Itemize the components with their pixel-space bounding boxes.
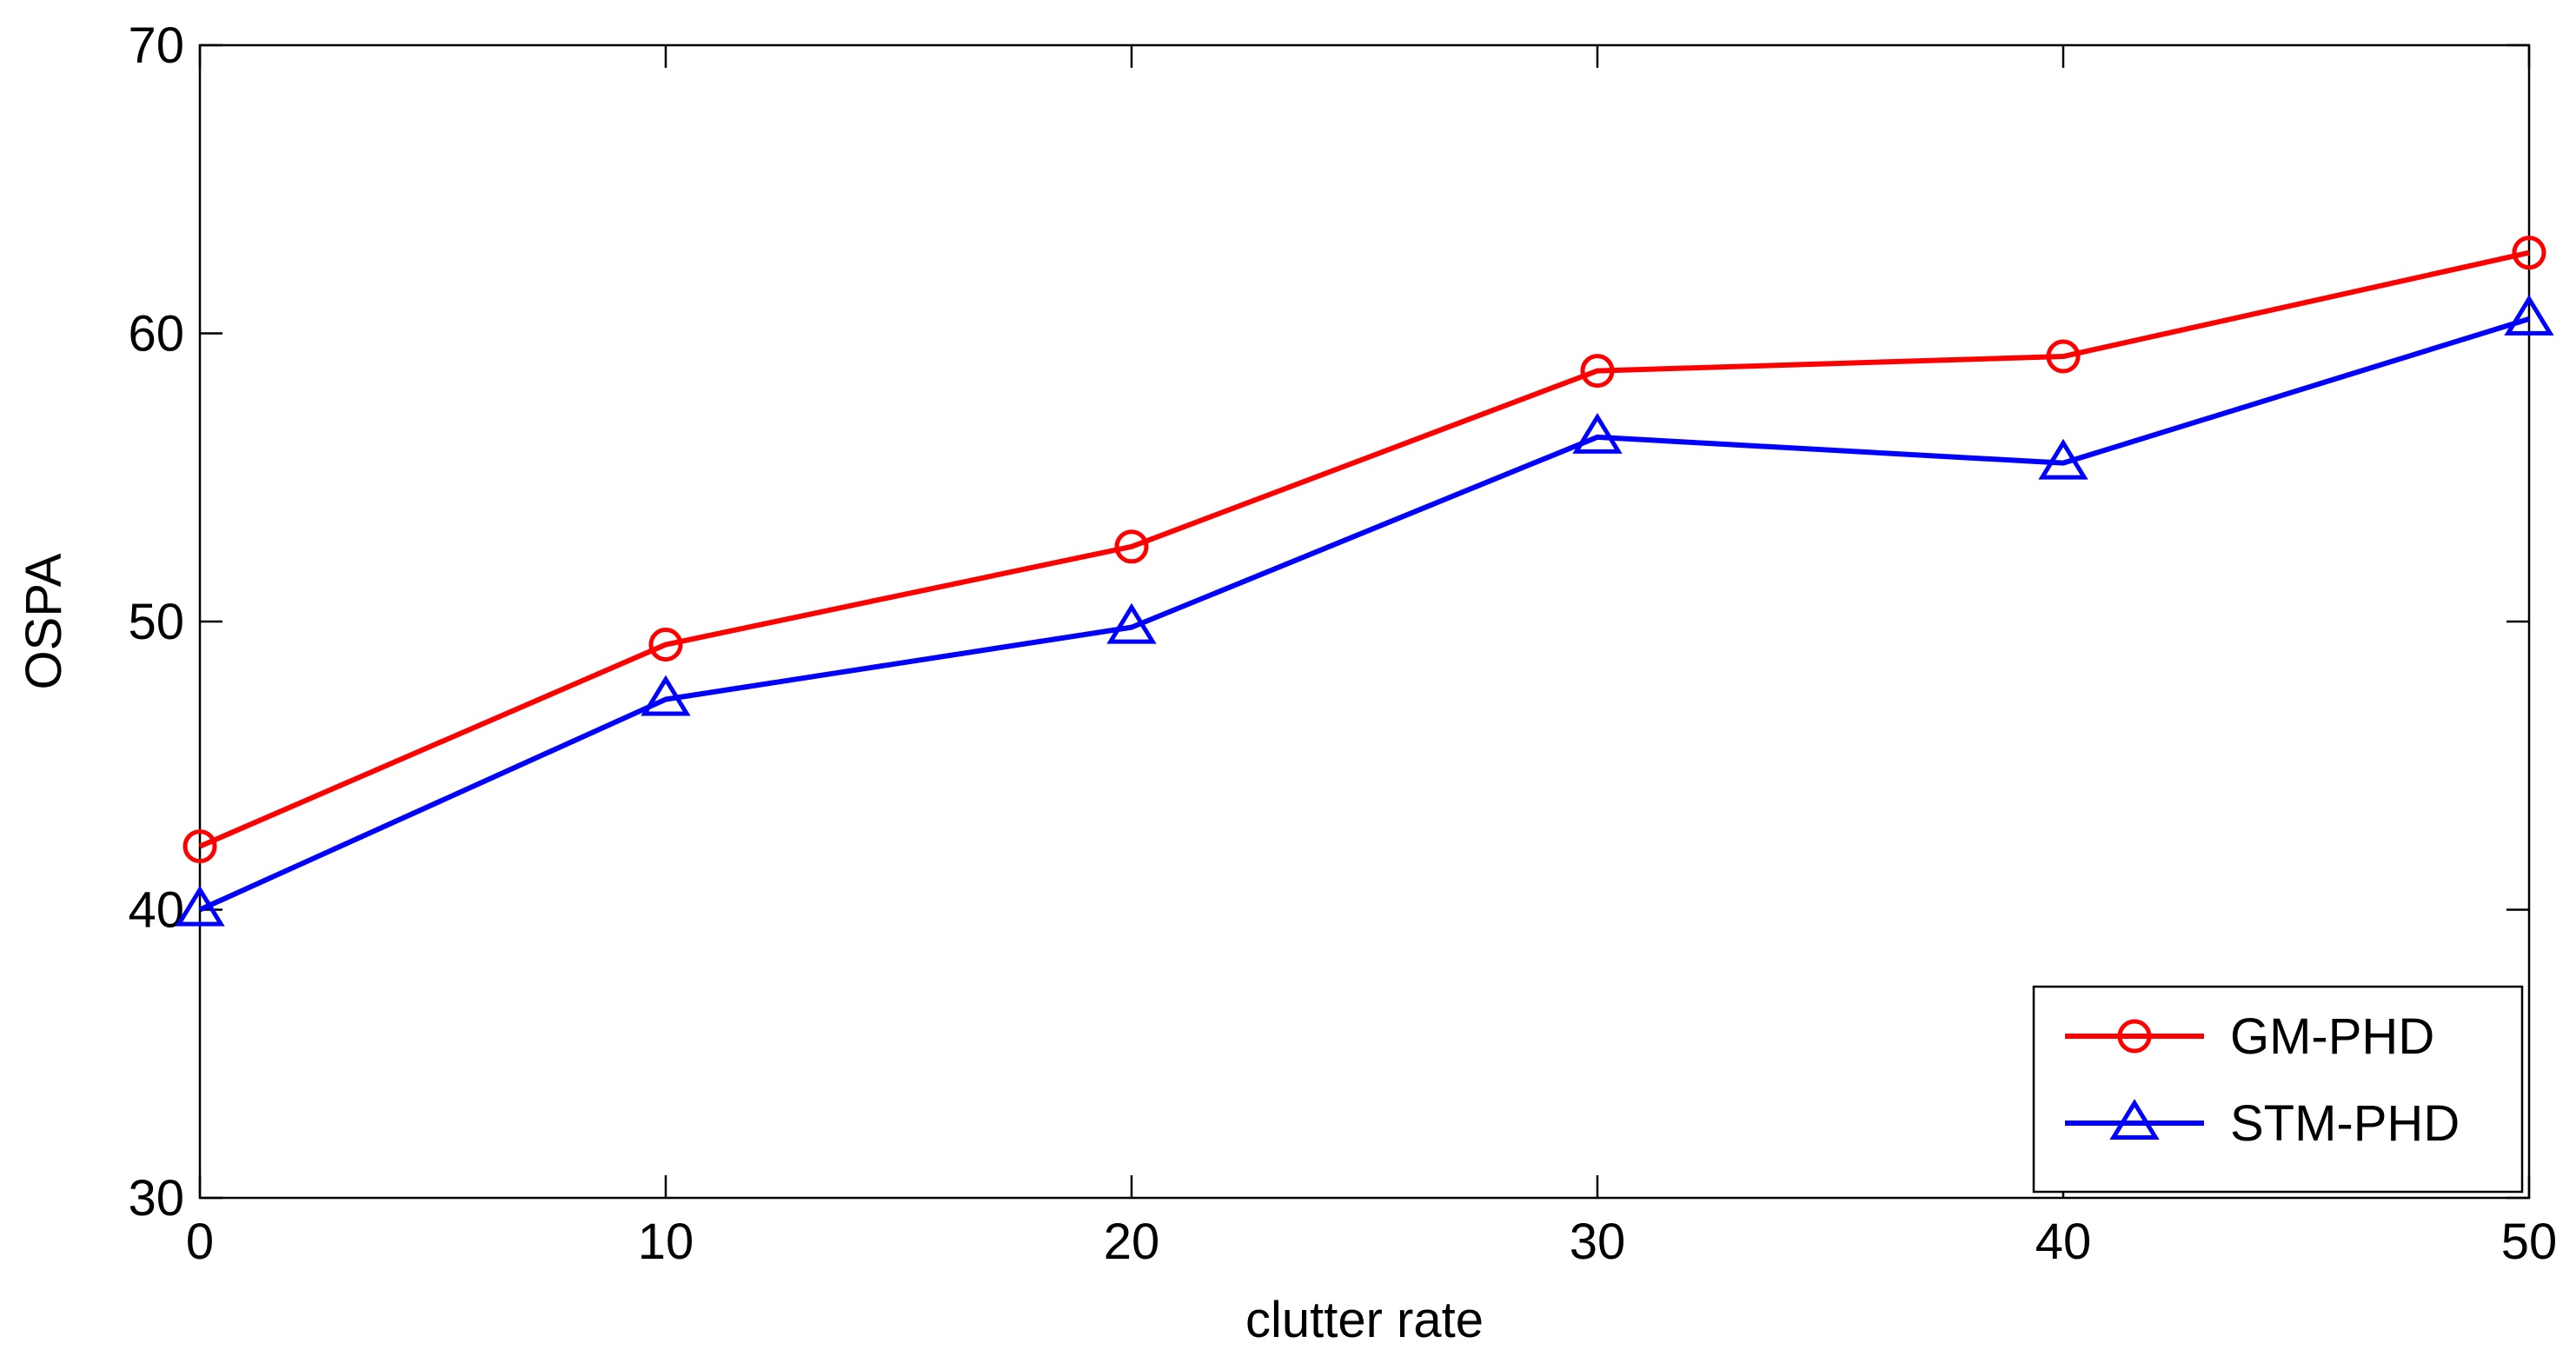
y-ticks: 30 40 50 60 70	[128, 17, 2529, 1227]
data-point	[1114, 529, 1149, 564]
y-tick-label: 60	[128, 306, 184, 362]
data-point	[183, 829, 217, 864]
x-tick-label: 40	[2035, 1214, 2092, 1270]
y-tick-label: 30	[128, 1170, 184, 1227]
legend: GM-PHD STM-PHD	[2032, 985, 2524, 1194]
legend-marker	[2117, 1019, 2152, 1054]
x-tick-label: 30	[1570, 1214, 1626, 1270]
y-tick-label: 70	[128, 17, 184, 74]
x-tick-label: 0	[186, 1214, 214, 1270]
series-gm-phd	[183, 236, 2546, 864]
data-point	[2512, 236, 2546, 270]
x-tick-label: 10	[638, 1214, 694, 1270]
data-point	[175, 885, 225, 927]
legend-label: GM-PHD	[2230, 1008, 2434, 1065]
x-ticks: 0 10 20 30 40 50	[186, 45, 2557, 1270]
data-point	[2046, 339, 2081, 374]
x-axis-label: clutter rate	[1245, 1292, 1484, 1348]
data-point	[2504, 295, 2554, 336]
data-point	[2038, 438, 2088, 480]
data-point	[1106, 602, 1157, 644]
data-point	[648, 628, 683, 662]
series-line	[198, 316, 2530, 913]
data-point	[641, 675, 691, 716]
legend-item: GM-PHD	[2065, 1008, 2434, 1065]
series	[175, 236, 2554, 927]
data-point	[1580, 354, 1615, 389]
legend-box	[2032, 985, 2524, 1194]
legend-marker	[2109, 1099, 2160, 1140]
x-tick-label: 50	[2501, 1214, 2558, 1270]
series-stm-phd	[175, 295, 2554, 927]
series-line	[198, 249, 2530, 849]
legend-label: STM-PHD	[2230, 1095, 2460, 1152]
y-tick-label: 50	[128, 594, 184, 650]
data-point	[1572, 412, 1623, 454]
x-tick-label: 20	[1104, 1214, 1160, 1270]
y-tick-label: 40	[128, 882, 184, 939]
legend-item: STM-PHD	[2065, 1095, 2460, 1152]
y-axis-label: OSPA	[16, 553, 72, 689]
